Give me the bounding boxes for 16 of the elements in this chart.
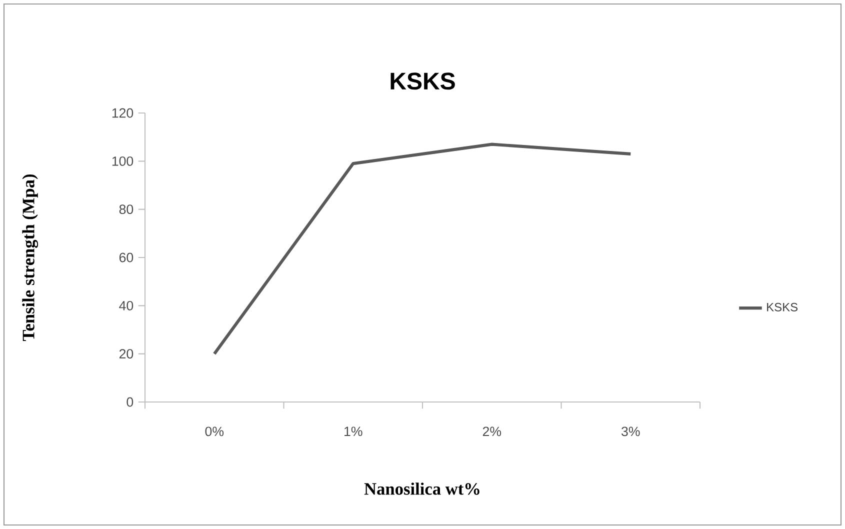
chart-title: KSKS [390, 72, 455, 90]
x-axis-title: Nanosilica wt% [364, 482, 480, 495]
y-tick-label: 120 [112, 108, 134, 118]
y-tick-label: 60 [119, 252, 134, 262]
x-tick-label: 3% [621, 426, 640, 436]
y-axis-title: Tensile strength (Mpa) [22, 174, 38, 342]
x-tick-label: 0% [205, 426, 224, 436]
y-tick-label: 0 [126, 397, 134, 407]
y-tick-label: 100 [112, 156, 134, 166]
y-tick-label: 20 [119, 349, 134, 359]
y-tick-label: 80 [119, 204, 134, 214]
x-tick-label: 1% [344, 426, 362, 436]
line-series [212, 142, 632, 356]
x-tick-label: 2% [482, 426, 502, 436]
y-tick-label: 40 [119, 300, 134, 310]
legend-label: KSKS [767, 302, 798, 312]
